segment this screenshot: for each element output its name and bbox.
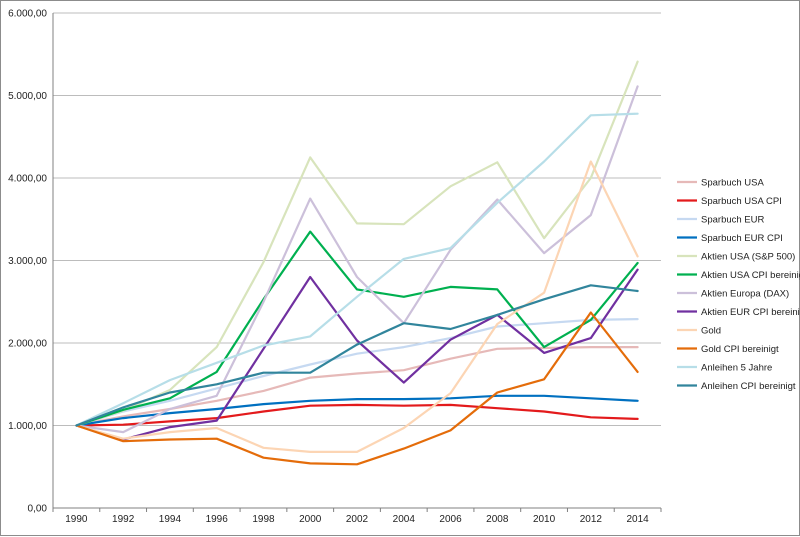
legend-label: Aktien USA CPI bereinigt <box>701 270 800 281</box>
legend-label: Aktien USA (S&P 500) <box>701 251 795 262</box>
series-line <box>75 394 639 427</box>
x-tick-label: 1996 <box>206 514 229 525</box>
legend-label: Aktien Europa (DAX) <box>701 288 789 299</box>
legend-label: Sparbuch EUR CPI <box>701 233 783 244</box>
x-tick-label: 2014 <box>626 514 649 525</box>
x-tick-label: 1994 <box>159 514 182 525</box>
x-tick-label: 2006 <box>439 514 462 525</box>
y-tick-label: 2.000,00 <box>8 339 47 350</box>
x-tick-label: 1992 <box>112 514 135 525</box>
legend-label: Sparbuch USA <box>701 177 765 188</box>
legend-label: Sparbuch USA CPI <box>701 196 782 207</box>
legend-label: Anleihen CPI bereinigt <box>701 381 796 392</box>
legend-label: Anleihen 5 Jahre <box>701 362 772 373</box>
x-tick-label: 2002 <box>346 514 369 525</box>
y-tick-label: 1.000,00 <box>8 421 47 432</box>
legend-label: Sparbuch EUR <box>701 214 765 225</box>
series-line <box>75 85 639 434</box>
series-line <box>75 311 639 466</box>
y-tick-label: 3.000,00 <box>8 256 47 267</box>
series-line <box>75 284 639 427</box>
series-line <box>75 112 639 427</box>
x-tick-label: 2004 <box>393 514 416 525</box>
x-tick-label: 1998 <box>252 514 275 525</box>
y-tick-label: 5.000,00 <box>8 91 47 102</box>
legend-label: Gold CPI bereinigt <box>701 344 779 355</box>
x-tick-label: 2000 <box>299 514 322 525</box>
x-tick-label: 1990 <box>65 514 88 525</box>
series-line <box>75 403 639 427</box>
y-tick-label: 4.000,00 <box>8 174 47 185</box>
y-tick-label: 6.000,00 <box>8 9 47 20</box>
y-tick-label: 0,00 <box>28 504 48 515</box>
series-line <box>75 268 639 441</box>
x-tick-label: 2008 <box>486 514 509 525</box>
series-line <box>75 230 639 427</box>
legend-label: Gold <box>701 325 721 336</box>
x-tick-label: 2010 <box>533 514 556 525</box>
series-line <box>75 160 639 453</box>
series-line <box>75 60 639 427</box>
series-line <box>75 318 639 427</box>
legend-label: Aktien EUR CPI bereinigt <box>701 307 800 318</box>
x-tick-label: 2012 <box>580 514 603 525</box>
